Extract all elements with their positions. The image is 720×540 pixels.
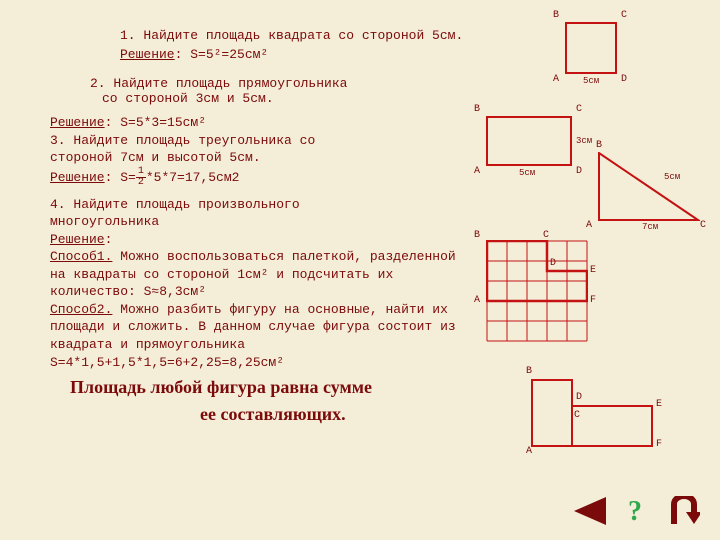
dim-7cm: 7см bbox=[642, 222, 658, 232]
triangle-shape bbox=[598, 152, 700, 222]
label-D: D bbox=[576, 166, 582, 177]
fraction: 12 bbox=[136, 167, 146, 188]
method2-label: Способ2. bbox=[50, 302, 112, 317]
solution-label: Решение bbox=[50, 170, 105, 185]
label-A: A bbox=[526, 446, 532, 457]
problem4-line2: многоугольника bbox=[50, 213, 470, 231]
dim-5cm: 5см bbox=[519, 168, 535, 178]
problem1-solution: Решение: S=5²=25см² bbox=[120, 47, 630, 62]
problem2-line2: со стороной 3см и 5см. bbox=[102, 91, 470, 106]
rect-shape bbox=[486, 116, 572, 166]
dim-3cm: 3см bbox=[576, 136, 592, 146]
label-A: A bbox=[553, 74, 559, 85]
label-B: B bbox=[553, 10, 559, 21]
frac-den: 2 bbox=[136, 178, 146, 188]
problem4-line1: 4. Найдите площадь произвольного bbox=[50, 196, 470, 214]
lshape-svg bbox=[530, 378, 654, 452]
label-D: D bbox=[621, 74, 627, 85]
svg-text:?: ? bbox=[628, 496, 642, 526]
label-C: C bbox=[700, 220, 706, 231]
label-C: C bbox=[621, 10, 627, 21]
solution-label: Решение bbox=[50, 115, 105, 130]
problem3-line2: стороной 7см и высотой 5см. bbox=[50, 149, 470, 167]
label-A: A bbox=[474, 166, 480, 177]
diagram-l-shape: B C A D E F bbox=[530, 378, 654, 456]
problem2-line1: 2. Найдите площадь прямоугольника bbox=[90, 76, 470, 91]
label-C: C bbox=[576, 104, 582, 115]
slide-page: 1. Найдите площадь квадрата со стороной … bbox=[0, 0, 720, 540]
grid-svg bbox=[486, 240, 588, 342]
problem1-text: 1. Найдите площадь квадрата со стороной … bbox=[120, 28, 630, 43]
label-A: A bbox=[586, 220, 592, 231]
sol2-after: *5*7=17,5см2 bbox=[146, 170, 240, 185]
label-B: B bbox=[596, 140, 602, 151]
solution-value: : S=5²=25см² bbox=[175, 47, 269, 62]
problem3-sol2: Решение: S=12*5*7=17,5см2 bbox=[50, 167, 470, 188]
label-D: D bbox=[576, 392, 582, 403]
diagram-triangle: B A C 7см 5см bbox=[598, 152, 700, 226]
label-D: D bbox=[550, 258, 556, 269]
problem2-block: 2. Найдите площадь прямоугольника со сто… bbox=[90, 76, 470, 106]
label-B: B bbox=[474, 230, 480, 241]
help-icon[interactable]: ? bbox=[626, 496, 646, 526]
problem3-block: Решение: S=5*3=15см² 3. Найдите площадь … bbox=[50, 114, 470, 188]
label-F: F bbox=[590, 295, 596, 306]
label-E: E bbox=[656, 399, 662, 410]
label-C: C bbox=[574, 410, 580, 421]
frac-num: 1 bbox=[136, 167, 146, 178]
dim-5cm: 5см bbox=[664, 172, 680, 182]
label-C: C bbox=[543, 230, 549, 241]
label-F: F bbox=[656, 439, 662, 450]
dim-5cm: 5см bbox=[583, 76, 599, 86]
solution-label: Решение bbox=[120, 47, 175, 62]
problem4-block: 4. Найдите площадь произвольного многоуг… bbox=[50, 196, 470, 371]
sol2-before: : S= bbox=[105, 170, 136, 185]
diagram-grid-polygon: B C A D E F bbox=[486, 240, 588, 346]
label-B: B bbox=[526, 366, 532, 377]
problem3-line1: 3. Найдите площадь треугольника со bbox=[50, 132, 470, 150]
label-A: A bbox=[474, 295, 480, 306]
label-E: E bbox=[590, 265, 596, 276]
colon: : bbox=[105, 232, 113, 247]
prev-icon[interactable] bbox=[574, 497, 606, 525]
square-shape bbox=[565, 22, 617, 74]
solution-value: : S=5*3=15см² bbox=[105, 115, 206, 130]
method1-label: Способ1. bbox=[50, 249, 112, 264]
label-B: B bbox=[474, 104, 480, 115]
solution-label: Решение bbox=[50, 232, 105, 247]
nav-controls: ? bbox=[574, 496, 700, 526]
return-icon[interactable] bbox=[666, 496, 700, 526]
